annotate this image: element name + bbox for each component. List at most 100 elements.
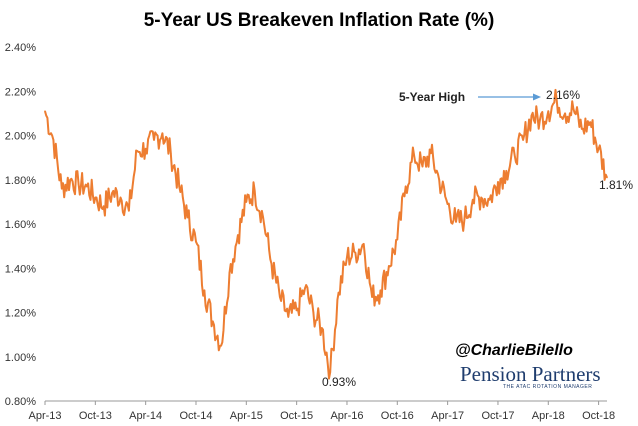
data-point	[270, 263, 273, 265]
x-tick-label: Oct-13	[79, 410, 112, 422]
data-point	[388, 265, 390, 267]
x-tick-label: Oct-18	[582, 410, 615, 422]
data-point	[237, 234, 239, 236]
data-point	[413, 154, 415, 157]
y-tick-label: 2.40%	[5, 42, 36, 54]
data-point	[287, 316, 290, 318]
data-point	[304, 287, 306, 290]
data-point	[539, 119, 541, 121]
x-tick-label: Oct-14	[179, 410, 212, 422]
data-point	[530, 114, 533, 117]
data-point	[161, 132, 164, 135]
y-tick-label: 1.40%	[5, 263, 36, 275]
watermark-brand-sub: THE ATAC ROTATION MANAGER	[503, 384, 592, 390]
data-point	[203, 289, 206, 292]
data-point	[52, 139, 55, 141]
x-tick-label: Oct-15	[280, 410, 313, 422]
data-point	[186, 216, 189, 219]
data-point	[371, 296, 373, 298]
data-point	[321, 327, 323, 329]
data-point	[572, 108, 575, 110]
data-point	[404, 185, 407, 188]
data-point	[128, 209, 130, 212]
data-point	[505, 170, 508, 172]
data-point	[396, 238, 399, 241]
x-tick-label: Apr-14	[129, 410, 162, 422]
data-point	[555, 99, 558, 101]
low-value-label: 0.93%	[322, 375, 356, 389]
y-tick-label: 1.80%	[5, 175, 36, 187]
data-point	[597, 148, 600, 150]
data-point	[86, 185, 88, 188]
y-tick-label: 2.20%	[5, 86, 36, 98]
data-point	[102, 205, 105, 208]
data-point	[379, 289, 382, 292]
data-point	[564, 112, 566, 115]
x-tick-label: Apr-15	[230, 410, 263, 422]
data-point	[195, 240, 197, 243]
data-point	[354, 252, 357, 254]
y-tick-label: 0.80%	[5, 396, 36, 408]
data-point	[606, 176, 608, 179]
data-point	[153, 139, 155, 141]
data-point	[346, 256, 348, 259]
x-tick-label: Oct-16	[381, 410, 414, 422]
data-point	[119, 196, 122, 199]
series-line-group	[44, 88, 608, 380]
data-point	[220, 344, 222, 347]
data-point	[245, 201, 248, 203]
data-point	[111, 192, 113, 194]
data-point	[69, 179, 71, 181]
data-point	[295, 309, 298, 312]
x-axis-ticks: Apr-13 Oct-13 Apr-14 Oct-14 Apr-15 Oct-15 Apr-…	[28, 401, 615, 422]
data-point	[228, 271, 231, 274]
breakeven-series-line	[44, 88, 608, 380]
data-point	[522, 139, 524, 141]
high-value-label: 2.16%	[546, 88, 580, 102]
data-point	[547, 110, 550, 112]
end-value-label: 1.81%	[599, 178, 633, 192]
data-point	[488, 198, 491, 201]
data-point	[480, 196, 483, 199]
data-point	[497, 181, 499, 183]
data-point	[262, 216, 264, 219]
high-label: 5-Year High	[399, 90, 465, 104]
x-tick-label: Apr-13	[28, 410, 61, 422]
data-point	[94, 196, 97, 199]
x-tick-label: Apr-16	[330, 410, 363, 422]
data-point	[513, 154, 516, 157]
data-point	[438, 179, 441, 181]
data-point	[279, 296, 281, 298]
data-point	[337, 291, 340, 294]
x-tick-label: Oct-17	[481, 410, 514, 422]
data-point	[455, 221, 457, 223]
x-tick-label: Apr-17	[431, 410, 464, 422]
x-tick-label: Apr-18	[532, 410, 565, 422]
data-point	[253, 190, 256, 192]
data-point	[61, 187, 63, 190]
data-point	[212, 320, 214, 323]
data-point	[77, 183, 80, 185]
watermark-handle: @CharlieBilello	[455, 342, 573, 359]
data-point	[329, 371, 332, 374]
data-point	[581, 128, 583, 130]
chart-title: 5-Year US Breakeven Inflation Rate (%)	[144, 10, 495, 31]
y-tick-label: 1.00%	[5, 352, 36, 364]
data-point	[362, 243, 365, 245]
data-point	[589, 121, 591, 123]
data-point	[472, 198, 474, 201]
y-tick-label: 1.60%	[5, 219, 36, 231]
y-axis-ticks: 0.80% 1.00% 1.20% 1.40% 1.60% 1.80% 2.00% 2.20%…	[5, 42, 36, 408]
data-point	[430, 152, 432, 154]
y-tick-label: 2.00%	[5, 131, 36, 143]
data-point	[136, 150, 139, 152]
data-point	[312, 311, 315, 314]
data-point	[446, 203, 449, 205]
data-point	[170, 152, 172, 154]
high-arrow-head	[533, 93, 541, 101]
data-point	[421, 165, 424, 168]
y-tick-label: 1.20%	[5, 308, 36, 320]
data-point	[144, 148, 147, 150]
data-point	[178, 185, 180, 188]
